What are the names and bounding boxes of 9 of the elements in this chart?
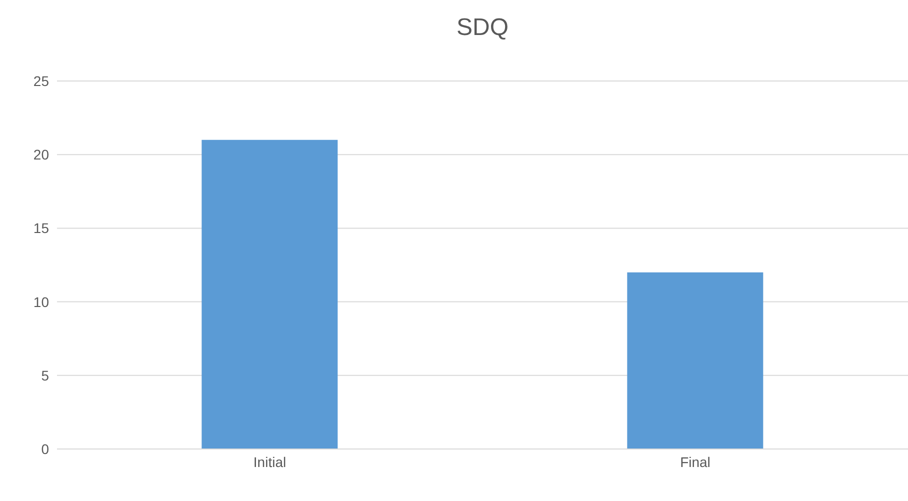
- y-tick-label: 25: [33, 72, 50, 89]
- y-tick-label: 15: [33, 220, 50, 236]
- y-tick-label: 5: [41, 367, 50, 384]
- chart-title: SDQ: [455, 14, 510, 42]
- y-tick-label: 0: [41, 440, 50, 457]
- y-tick-label: 10: [33, 294, 50, 310]
- x-tick-label: Initial: [253, 454, 286, 470]
- x-tick-label: Final: [680, 454, 710, 470]
- y-tick-label: 20: [33, 146, 50, 163]
